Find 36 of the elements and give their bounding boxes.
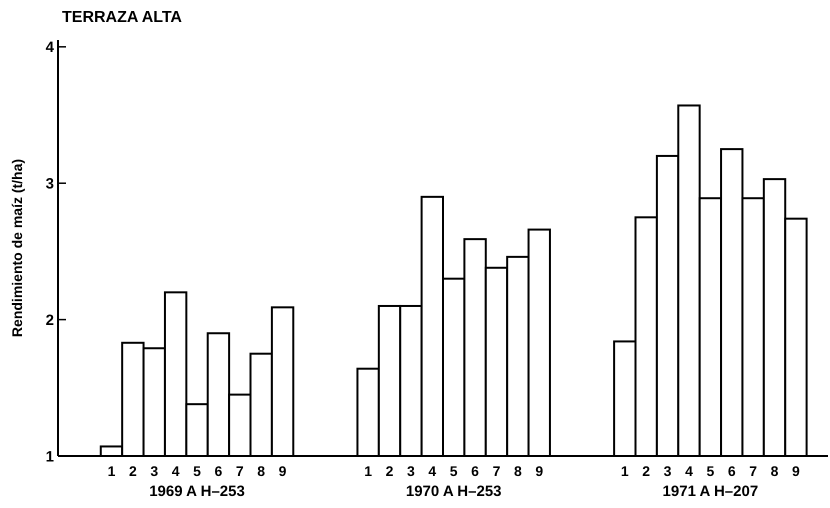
x-tick-label: 3 (664, 463, 672, 479)
x-tick-label: 7 (236, 463, 244, 479)
x-tick-label: 5 (193, 463, 202, 479)
x-tick-label: 3 (150, 463, 158, 479)
x-tick-label: 1 (364, 463, 372, 479)
x-tick-label: 9 (535, 463, 544, 479)
x-tick-label: 5 (450, 463, 458, 479)
x-tick-label: 6 (214, 463, 223, 479)
x-tick-label: 7 (492, 463, 501, 479)
x-tick-label: 9 (792, 463, 800, 479)
x-tick-label: 7 (749, 463, 758, 479)
x-tick-label: 8 (770, 463, 779, 479)
x-tick-label: 3 (407, 463, 416, 479)
x-tick-label: 8 (257, 463, 266, 479)
chart-title: TERRAZA ALTA (62, 9, 182, 26)
x-tick-label: 8 (514, 463, 522, 479)
text: 1971 A H–207 (662, 483, 758, 500)
x-tick-label: 5 (706, 463, 714, 479)
x-tick-label: 1 (108, 463, 116, 479)
x-tick-label: 4 (685, 463, 694, 479)
text: 1970 A H–253 (406, 483, 502, 500)
y-tick-label: 1 (46, 448, 54, 466)
text: 1969 A H–253 (149, 483, 245, 500)
x-tick-label: 2 (642, 463, 650, 479)
y-tick-label: 4 (46, 39, 55, 56)
x-tick-label: 1 (620, 463, 629, 479)
y-axis-title: Rendimiento de maíz (t/ha) (9, 158, 25, 338)
y-tick-label: 2 (46, 312, 54, 329)
x-tick-label: 4 (172, 463, 180, 479)
y-tick-label: 3 (46, 175, 54, 192)
x-tick-label: 9 (278, 463, 287, 479)
x-tick-label: 6 (728, 463, 736, 479)
x-tick-label: 2 (386, 463, 394, 479)
x-tick-label: 2 (128, 463, 137, 479)
x-tick-label: 4 (428, 463, 436, 479)
x-tick-label: 6 (471, 463, 480, 479)
